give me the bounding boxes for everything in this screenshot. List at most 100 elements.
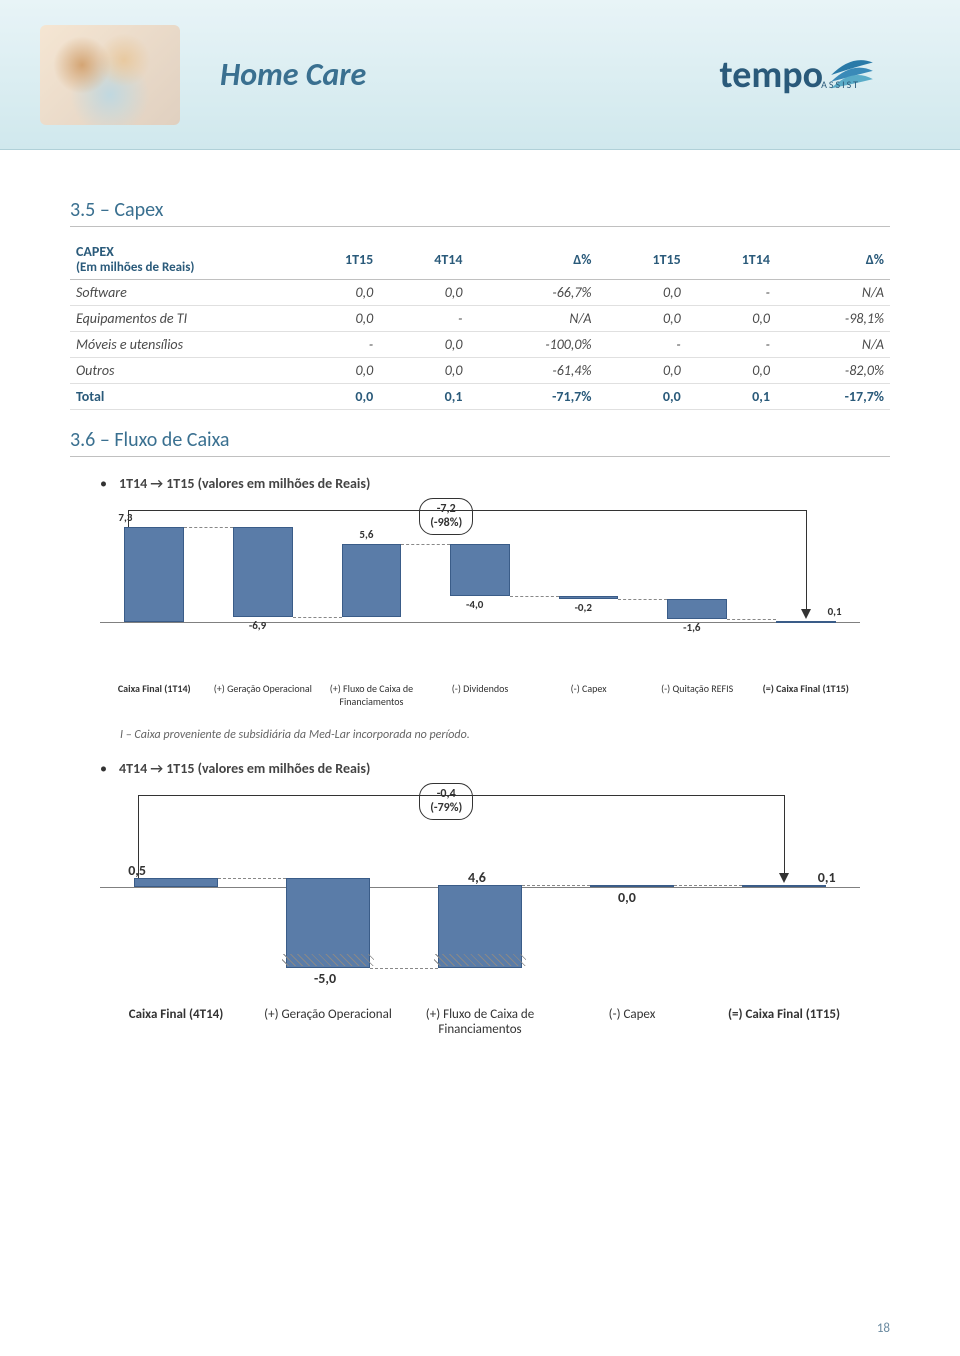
- delta-bubble: -7,2 (-98%): [419, 498, 473, 535]
- waterfall-chart-2: -0,4 (-79%)0,5-5,04,60,00,1 Caixa Final …: [100, 787, 860, 1037]
- col-delta-b: Δ%: [776, 239, 890, 280]
- waterfall-bar: [342, 544, 402, 617]
- cell: N/A: [776, 280, 890, 306]
- connector-dash: [522, 885, 590, 886]
- cell: -: [597, 332, 686, 358]
- bar-label: 4,6: [468, 869, 486, 886]
- table-row-total: Total0,00,1-71,7%0,00,1-17,7%: [70, 384, 890, 410]
- waterfall-bar: [776, 621, 836, 623]
- col-1t14: 1T14: [687, 239, 776, 280]
- chart2-canvas: -0,4 (-79%)0,5-5,04,60,00,1: [100, 787, 860, 997]
- capex-subtitle: (Em milhões de Reais): [76, 260, 284, 275]
- table-row: Móveis e utensílios-0,0-100,0%--N/A: [70, 332, 890, 358]
- arrow-icon: [779, 873, 789, 883]
- col-1t15-a: 1T15: [290, 239, 379, 280]
- capex-table: CAPEX (Em milhões de Reais) 1T15 4T14 Δ%…: [70, 239, 890, 410]
- connector-dash: [674, 885, 742, 886]
- bar-label: -5,0: [314, 970, 336, 987]
- cell: -: [290, 332, 379, 358]
- cell: -: [687, 280, 776, 306]
- bar-label: -0,2: [575, 601, 592, 614]
- x-label: (-) Capex: [534, 682, 643, 708]
- break-hatch: [434, 954, 526, 966]
- connector: [138, 795, 784, 796]
- cell: -98,1%: [776, 306, 890, 332]
- chart2-bullet: • 4T14 → 1T15 (valores em milhões de Rea…: [100, 760, 890, 777]
- connector-dash: [218, 878, 286, 879]
- chart1-xaxis: Caixa Final (1T14)(+) Geração Operaciona…: [100, 682, 860, 708]
- waterfall-bar: [559, 596, 619, 599]
- connector: [806, 510, 807, 611]
- cell: -61,4%: [468, 358, 597, 384]
- waterfall-bar: [742, 885, 826, 887]
- waterfall-bar: [590, 885, 674, 887]
- connector-dash: [510, 596, 559, 597]
- cell: 0,1: [379, 384, 468, 410]
- bar-label: 0,1: [828, 605, 842, 618]
- x-label: (+) Fluxo de Caixa de Financiamentos: [404, 1007, 556, 1037]
- cell: -66,7%: [468, 280, 597, 306]
- connector-dash: [618, 599, 667, 600]
- table-row: Outros0,00,0-61,4%0,00,0-82,0%: [70, 358, 890, 384]
- cell: -71,7%: [468, 384, 597, 410]
- cell: -17,7%: [776, 384, 890, 410]
- connector-dash: [401, 544, 450, 545]
- waterfall-bar: [667, 599, 727, 620]
- row-label: Total: [70, 384, 290, 410]
- bar-label: -6,9: [249, 619, 266, 632]
- cell: 0,0: [687, 358, 776, 384]
- chart1-canvas: -7,2 (-98%)7,3-6,95,6-4,0-0,2-1,60,1: [100, 502, 860, 672]
- x-label: (+) Geração Operacional: [209, 682, 318, 708]
- cell: 0,0: [597, 384, 686, 410]
- connector-dash: [370, 968, 438, 969]
- bar-label: -1,6: [683, 621, 700, 634]
- logo: tempo ASSIST: [720, 50, 920, 100]
- cell: 0,0: [290, 306, 379, 332]
- bullet-icon: •: [100, 475, 107, 492]
- x-label: (+) Fluxo de Caixa de Financiamentos: [317, 682, 426, 708]
- cell: -: [687, 332, 776, 358]
- section-heading-fluxo: 3.6 – Fluxo de Caixa: [70, 428, 890, 457]
- section-heading-capex: 3.5 – Capex: [70, 198, 890, 227]
- x-label: (-) Capex: [556, 1007, 708, 1037]
- delta-bubble: -0,4 (-79%): [419, 783, 473, 820]
- x-label: (+) Geração Operacional: [252, 1007, 404, 1037]
- cell: 0,0: [597, 306, 686, 332]
- cell: 0,0: [290, 280, 379, 306]
- cell: 0,1: [687, 384, 776, 410]
- cell: N/A: [468, 306, 597, 332]
- x-label: (-) Dividendos: [426, 682, 535, 708]
- cell: 0,0: [597, 358, 686, 384]
- row-label: Software: [70, 280, 290, 306]
- chart1-bullet: • 1T14 → 1T15 (valores em milhões de Rea…: [100, 475, 890, 492]
- waterfall-bar: [450, 544, 510, 596]
- cell: 0,0: [290, 384, 379, 410]
- cell: 0,0: [379, 280, 468, 306]
- waterfall-bar: [233, 527, 293, 617]
- cell: -100,0%: [468, 332, 597, 358]
- row-label: Equipamentos de TI: [70, 306, 290, 332]
- waterfall-chart-1: -7,2 (-98%)7,3-6,95,6-4,0-0,2-1,60,1 Cai…: [100, 502, 860, 708]
- x-label: Caixa Final (4T14): [100, 1007, 252, 1037]
- page-number: 18: [877, 1321, 890, 1336]
- header-title: Home Care: [220, 55, 366, 94]
- cell: 0,0: [379, 358, 468, 384]
- connector: [784, 795, 785, 875]
- logo-text: tempo: [720, 52, 824, 98]
- x-label: (=) Caixa Final (1T15): [751, 682, 860, 708]
- col-1t15-b: 1T15: [597, 239, 686, 280]
- connector-dash: [184, 527, 233, 528]
- table-row: Equipamentos de TI0,0-N/A0,00,0-98,1%: [70, 306, 890, 332]
- bar-label: 5,6: [359, 528, 373, 541]
- bar-label: -4,0: [466, 598, 483, 611]
- row-label: Outros: [70, 358, 290, 384]
- row-label: Móveis e utensílios: [70, 332, 290, 358]
- bar-label: 0,5: [128, 862, 146, 879]
- page-content: 3.5 – Capex CAPEX (Em milhões de Reais) …: [0, 150, 960, 1037]
- cell: -82,0%: [776, 358, 890, 384]
- col-4t14: 4T14: [379, 239, 468, 280]
- col-delta-a: Δ%: [468, 239, 597, 280]
- cell: 0,0: [290, 358, 379, 384]
- connector-dash: [727, 619, 776, 620]
- x-label: Caixa Final (1T14): [100, 682, 209, 708]
